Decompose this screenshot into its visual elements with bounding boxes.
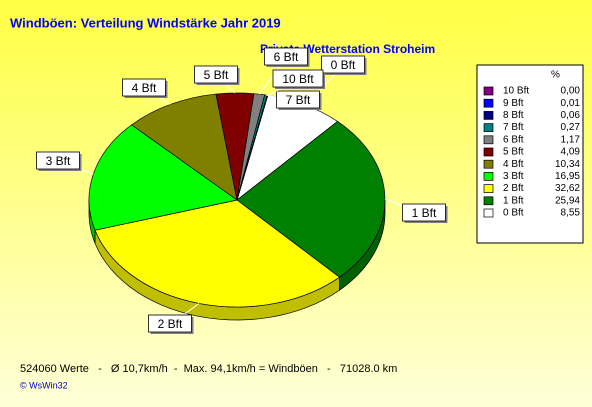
legend-swatch bbox=[483, 184, 494, 193]
pie-slice bbox=[236, 121, 386, 278]
legend-value: 8,55 bbox=[561, 208, 581, 219]
legend-label: 3 Bft bbox=[503, 171, 524, 182]
chart-title: Windböen: Verteilung Windstärke Jahr 201… bbox=[10, 15, 281, 30]
slice-label: 3 Bft bbox=[46, 154, 71, 168]
legend-label: 9 Bft bbox=[503, 98, 524, 109]
legend-swatch bbox=[483, 147, 494, 157]
legend-label: 1 Bft bbox=[503, 195, 524, 206]
legend-swatch bbox=[483, 196, 494, 206]
legend-value: 0,06 bbox=[561, 110, 581, 121]
legend-swatch bbox=[483, 111, 494, 120]
label-box bbox=[36, 151, 80, 170]
legend-label: 8 Bft bbox=[503, 110, 524, 121]
label-box bbox=[276, 90, 320, 109]
legend-label: 10 Bft bbox=[503, 86, 529, 97]
slice-label: 5 Bft bbox=[204, 68, 229, 82]
slice-label: 6 Bft bbox=[274, 50, 299, 64]
slice-label: 7 Bft bbox=[286, 93, 311, 107]
slice-label: 1 Bft bbox=[412, 206, 437, 220]
label-box bbox=[148, 314, 192, 333]
credit: © WsWin32 bbox=[20, 380, 68, 390]
legend-label: 5 Bft bbox=[503, 147, 524, 158]
slice-label: 0 Bft bbox=[331, 58, 356, 72]
legend-label: 7 Bft bbox=[503, 122, 524, 133]
legend-swatch bbox=[483, 86, 494, 96]
legend-swatch bbox=[483, 123, 494, 132]
label-box bbox=[402, 203, 446, 222]
label-box bbox=[194, 65, 238, 84]
label-box bbox=[122, 78, 166, 97]
legend-value: 0,01 bbox=[561, 98, 581, 109]
legend-label: 0 Bft bbox=[503, 208, 524, 219]
legend-swatch bbox=[483, 159, 494, 169]
slice-label: 2 Bft bbox=[158, 317, 183, 331]
legend-value: 1,17 bbox=[561, 134, 581, 145]
legend-box bbox=[476, 64, 584, 244]
legend-value: 16,95 bbox=[555, 171, 580, 182]
legend-label: 2 Bft bbox=[503, 183, 524, 194]
legend-swatch bbox=[483, 208, 494, 218]
legend-header: % bbox=[551, 70, 560, 81]
legend-value: 25,94 bbox=[555, 195, 580, 206]
slice-label: 4 Bft bbox=[132, 81, 157, 95]
label-box bbox=[272, 69, 324, 88]
legend-swatch bbox=[483, 98, 494, 108]
footer: 524060 Werte - Ø 10,7km/h - Max. 94,1km/… bbox=[20, 363, 397, 375]
legend-label: 6 Bft bbox=[503, 134, 524, 145]
slice-label: 10 Bft bbox=[282, 72, 314, 86]
legend-label: 4 Bft bbox=[503, 159, 524, 170]
label-box bbox=[264, 47, 308, 66]
legend-value: 4,09 bbox=[561, 147, 581, 158]
legend-value: 0,27 bbox=[561, 122, 581, 133]
legend-swatch bbox=[483, 172, 494, 181]
legend-value: 0,00 bbox=[561, 86, 581, 97]
legend-value: 32,62 bbox=[555, 183, 580, 194]
label-box bbox=[321, 55, 365, 74]
legend-swatch bbox=[483, 135, 494, 145]
legend-value: 10,34 bbox=[555, 159, 580, 170]
